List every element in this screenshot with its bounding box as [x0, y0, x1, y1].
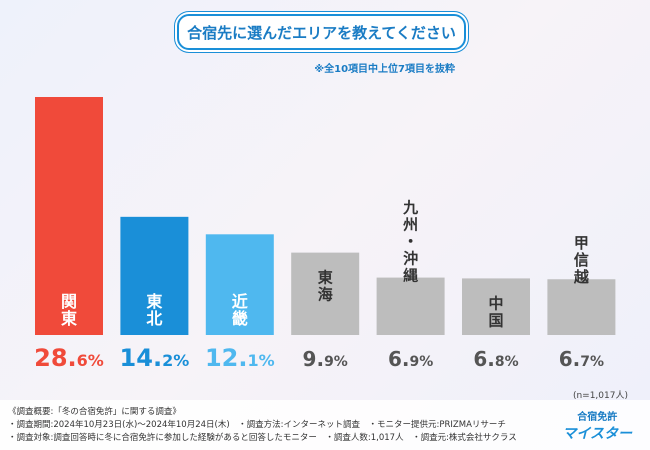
- value-label: 12.1%: [205, 344, 275, 372]
- bar-category-label: 関東: [61, 292, 77, 328]
- sample-size: (n=1,017人): [572, 391, 628, 401]
- bar-category-label: 東北: [146, 292, 162, 328]
- bar-category-label: 近畿: [232, 292, 248, 328]
- chart-note: ※全10項目中上位7項目を抜粋: [314, 64, 455, 75]
- footer-line: 《調査概要:「冬の合宿免許」に関する調査》: [8, 407, 181, 417]
- value-label: 6.7%: [559, 347, 604, 371]
- bar-chart: 関東 28.6% 東北 14.2% 近畿 12.1% 東海 9.9% 九州・沖縄 6.9% 中国 6.…: [34, 97, 616, 372]
- bar: [35, 97, 103, 335]
- bar: [205, 234, 274, 335]
- logo: 合宿免許 マイスター: [562, 412, 632, 442]
- bar: [462, 278, 530, 335]
- value-label: 6.9%: [388, 347, 433, 371]
- bar-category-label: 九州・沖縄: [402, 199, 418, 285]
- bar: [376, 277, 445, 335]
- chart-title: 合宿先に選んだエリアを教えてください: [177, 14, 466, 50]
- bar-category-label: 中国: [488, 294, 503, 329]
- value-label: 9.9%: [303, 347, 348, 371]
- bar: [291, 252, 360, 335]
- footer-line: ・調査対象:調査回答時に冬に合宿免許に参加した経験があると回答したモニター ・調…: [8, 433, 517, 443]
- value-label: 14.2%: [120, 344, 190, 372]
- bar-category-label: 東海: [318, 269, 333, 304]
- bar-category-label: 甲信越: [573, 234, 590, 286]
- bar: [547, 279, 616, 335]
- footer-line: ・調査期間:2024年10月23日(水)〜2024年10月24日(木) ・調査方…: [8, 420, 506, 430]
- bar: [120, 216, 189, 335]
- value-label: 6.8%: [473, 347, 518, 371]
- value-label: 28.6%: [34, 344, 104, 372]
- footer: 《調査概要:「冬の合宿免許」に関する調査》 ・調査期間:2024年10月23日(…: [0, 400, 650, 450]
